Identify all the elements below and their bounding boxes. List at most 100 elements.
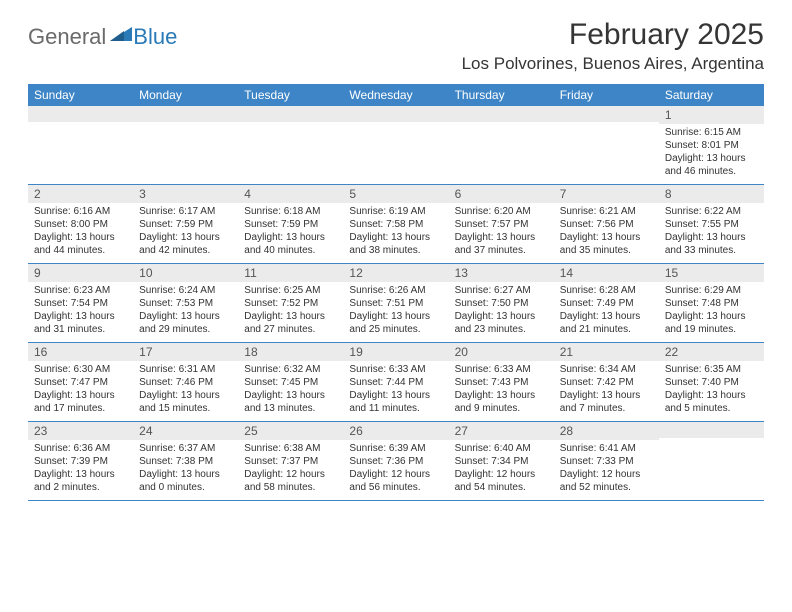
daylight-text: Daylight: 13 hours and 31 minutes. [34,310,127,336]
sunrise-text: Sunrise: 6:37 AM [139,442,232,455]
day-body: Sunrise: 6:19 AMSunset: 7:58 PMDaylight:… [343,203,448,263]
day-cell: 1Sunrise: 6:15 AMSunset: 8:01 PMDaylight… [659,106,764,184]
weekday-header: Wednesday [343,84,448,106]
day-body [659,438,764,496]
day-cell [449,106,554,184]
sunrise-text: Sunrise: 6:31 AM [139,363,232,376]
day-body: Sunrise: 6:39 AMSunset: 7:36 PMDaylight:… [343,440,448,500]
daylight-text: Daylight: 13 hours and 19 minutes. [665,310,758,336]
daylight-text: Daylight: 13 hours and 0 minutes. [139,468,232,494]
day-cell: 28Sunrise: 6:41 AMSunset: 7:33 PMDayligh… [554,422,659,500]
sunrise-text: Sunrise: 6:32 AM [244,363,337,376]
daylight-text: Daylight: 12 hours and 58 minutes. [244,468,337,494]
sunset-text: Sunset: 7:58 PM [349,218,442,231]
sunset-text: Sunset: 8:00 PM [34,218,127,231]
day-cell: 8Sunrise: 6:22 AMSunset: 7:55 PMDaylight… [659,185,764,263]
day-cell [343,106,448,184]
day-body: Sunrise: 6:41 AMSunset: 7:33 PMDaylight:… [554,440,659,500]
day-number: 24 [133,422,238,440]
week-row: 1Sunrise: 6:15 AMSunset: 8:01 PMDaylight… [28,106,764,185]
sunrise-text: Sunrise: 6:22 AM [665,205,758,218]
day-number: 3 [133,185,238,203]
day-body: Sunrise: 6:35 AMSunset: 7:40 PMDaylight:… [659,361,764,421]
day-body: Sunrise: 6:20 AMSunset: 7:57 PMDaylight:… [449,203,554,263]
sunset-text: Sunset: 7:59 PM [244,218,337,231]
week-row: 16Sunrise: 6:30 AMSunset: 7:47 PMDayligh… [28,343,764,422]
day-body: Sunrise: 6:23 AMSunset: 7:54 PMDaylight:… [28,282,133,342]
day-number: 27 [449,422,554,440]
day-cell: 14Sunrise: 6:28 AMSunset: 7:49 PMDayligh… [554,264,659,342]
day-cell: 24 Sunrise: 6:37 AMSunset: 7:38 PMDayligh… [133,422,238,500]
sunset-text: Sunset: 7:46 PM [139,376,232,389]
day-body: Sunrise: 6:30 AMSunset: 7:47 PMDaylight:… [28,361,133,421]
day-cell: 6Sunrise: 6:20 AMSunset: 7:57 PMDaylight… [449,185,554,263]
day-body [133,122,238,180]
day-body: Sunrise: 6:27 AMSunset: 7:50 PMDaylight:… [449,282,554,342]
sunrise-text: Sunrise: 6:15 AM [665,126,758,139]
day-number: 25 [238,422,343,440]
day-cell: 18Sunrise: 6:32 AMSunset: 7:45 PMDayligh… [238,343,343,421]
logo-text-general: General [28,24,106,50]
sunset-text: Sunset: 7:36 PM [349,455,442,468]
day-cell: 23Sunrise: 6:36 AMSunset: 7:39 PMDayligh… [28,422,133,500]
day-body: Sunrise: 6:15 AMSunset: 8:01 PMDaylight:… [659,124,764,184]
day-body: Sunrise: 6:31 AMSunset: 7:46 PMDaylight:… [133,361,238,421]
daylight-text: Daylight: 13 hours and 5 minutes. [665,389,758,415]
sunset-text: Sunset: 7:37 PM [244,455,337,468]
day-body: Sunrise: 6:21 AMSunset: 7:56 PMDaylight:… [554,203,659,263]
sunset-text: Sunset: 7:38 PM [139,455,232,468]
day-cell [133,106,238,184]
day-number [343,106,448,122]
sunset-text: Sunset: 8:01 PM [665,139,758,152]
day-cell: 2Sunrise: 6:16 AMSunset: 8:00 PMDaylight… [28,185,133,263]
day-body [449,122,554,180]
sunset-text: Sunset: 7:42 PM [560,376,653,389]
day-cell: 15Sunrise: 6:29 AMSunset: 7:48 PMDayligh… [659,264,764,342]
day-cell: 5Sunrise: 6:19 AMSunset: 7:58 PMDaylight… [343,185,448,263]
day-cell: 7Sunrise: 6:21 AMSunset: 7:56 PMDaylight… [554,185,659,263]
day-number [133,106,238,122]
day-number: 21 [554,343,659,361]
day-number: 13 [449,264,554,282]
day-number: 8 [659,185,764,203]
sunrise-text: Sunrise: 6:16 AM [34,205,127,218]
day-body: Sunrise: 6:25 AMSunset: 7:52 PMDaylight:… [238,282,343,342]
day-cell: 17Sunrise: 6:31 AMSunset: 7:46 PMDayligh… [133,343,238,421]
day-body: Sunrise: 6:17 AMSunset: 7:59 PMDaylight:… [133,203,238,263]
daylight-text: Daylight: 13 hours and 29 minutes. [139,310,232,336]
sunset-text: Sunset: 7:47 PM [34,376,127,389]
daylight-text: Daylight: 12 hours and 54 minutes. [455,468,548,494]
day-body: Sunrise: 6:33 AMSunset: 7:44 PMDaylight:… [343,361,448,421]
logo-text-blue: Blue [133,24,177,50]
sunrise-text: Sunrise: 6:30 AM [34,363,127,376]
day-cell: 22Sunrise: 6:35 AMSunset: 7:40 PMDayligh… [659,343,764,421]
day-cell: 19Sunrise: 6:33 AMSunset: 7:44 PMDayligh… [343,343,448,421]
sunrise-text: Sunrise: 6:27 AM [455,284,548,297]
calendar: Sunday Monday Tuesday Wednesday Thursday… [28,84,764,501]
day-number: 15 [659,264,764,282]
day-cell: 27Sunrise: 6:40 AMSunset: 7:34 PMDayligh… [449,422,554,500]
day-number: 10 [133,264,238,282]
daylight-text: Daylight: 13 hours and 7 minutes. [560,389,653,415]
day-cell: 10Sunrise: 6:24 AMSunset: 7:53 PMDayligh… [133,264,238,342]
sunrise-text: Sunrise: 6:40 AM [455,442,548,455]
daylight-text: Daylight: 13 hours and 35 minutes. [560,231,653,257]
day-body: Sunrise: 6:28 AMSunset: 7:49 PMDaylight:… [554,282,659,342]
day-body: Sunrise: 6:33 AMSunset: 7:43 PMDaylight:… [449,361,554,421]
sunset-text: Sunset: 7:44 PM [349,376,442,389]
sunset-text: Sunset: 7:53 PM [139,297,232,310]
daylight-text: Daylight: 13 hours and 27 minutes. [244,310,337,336]
day-cell: 21 Sunrise: 6:34 AMSunset: 7:42 PMDayligh… [554,343,659,421]
daylight-text: Daylight: 13 hours and 23 minutes. [455,310,548,336]
day-cell: 9Sunrise: 6:23 AMSunset: 7:54 PMDaylight… [28,264,133,342]
day-body: Sunrise: 6:22 AMSunset: 7:55 PMDaylight:… [659,203,764,263]
title-block: February 2025 Los Polvorines, Buenos Air… [462,18,764,74]
daylight-text: Daylight: 13 hours and 13 minutes. [244,389,337,415]
page-title: February 2025 [462,18,764,52]
daylight-text: Daylight: 13 hours and 42 minutes. [139,231,232,257]
sunset-text: Sunset: 7:48 PM [665,297,758,310]
sunset-text: Sunset: 7:54 PM [34,297,127,310]
day-number [659,422,764,438]
sunrise-text: Sunrise: 6:23 AM [34,284,127,297]
sunrise-text: Sunrise: 6:34 AM [560,363,653,376]
